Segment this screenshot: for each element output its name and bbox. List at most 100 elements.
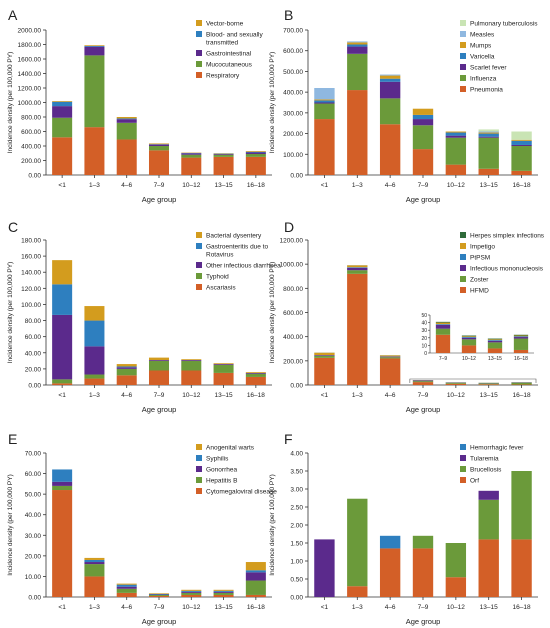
bar-segment-bacterial-dysentery-0 xyxy=(52,260,73,285)
bar-segment-mucocutaneous-1 xyxy=(84,55,105,128)
legend-swatch xyxy=(460,86,466,92)
y-tick-label: 2000.00 xyxy=(18,28,42,35)
y-tick-label: 100.00 xyxy=(283,152,303,159)
bar-segment-gastroenteritis-due-to-rotavirus-0 xyxy=(52,284,73,315)
legend-swatch xyxy=(196,232,202,238)
bar-segment-influenza-0 xyxy=(314,103,335,120)
inset-bar-segment-zoster-0 xyxy=(435,328,451,335)
legend-swatch xyxy=(460,53,466,59)
y-tick-label: 700.00 xyxy=(283,28,303,35)
bar-segment-typhoid-4 xyxy=(181,360,202,371)
inset-y-tick-label: 0 xyxy=(424,351,427,357)
legend-label: Impetigo xyxy=(470,244,495,251)
x-tick-label: 4–6 xyxy=(121,392,132,399)
bar-segment-tularemia-5 xyxy=(478,490,499,500)
bar-segment-syphilis-6 xyxy=(245,570,266,573)
bar-segment-pneumonia-1 xyxy=(347,90,368,175)
bar-segment-brucellosis-5 xyxy=(478,499,499,540)
bar-segment-pneumonia-0 xyxy=(314,119,335,175)
legend-swatch xyxy=(196,488,202,494)
inset-y-tick-label: 40 xyxy=(421,321,427,327)
y-axis-label: Incidence density (per 100,000 PY) xyxy=(7,262,14,364)
bar-segment-infectious-mononucleosis-1 xyxy=(347,267,368,271)
bar-segment-cytomegaloviral-disease-5 xyxy=(213,594,234,597)
y-tick-label: 1000.00 xyxy=(280,262,304,269)
bar-segment-infectious-mononucleosis-3 xyxy=(412,380,434,382)
inset-bar-segment-hfmd-1 xyxy=(461,345,477,353)
y-tick-label: 20.00 xyxy=(25,553,42,560)
y-tick-label: 120.00 xyxy=(21,286,41,293)
bar-segment-typhoid-5 xyxy=(213,364,234,373)
bar-segment-respiratory-5 xyxy=(213,156,234,176)
bar-segment-hfmd-1 xyxy=(347,273,368,385)
bar-segment-cytomegaloviral-disease-6 xyxy=(245,594,266,597)
x-tick-label: <1 xyxy=(321,182,329,189)
legend-swatch xyxy=(196,273,202,279)
inset-bar-segment-infectious-mononucleosis-0 xyxy=(435,324,451,329)
bar-segment-zoster-2 xyxy=(379,357,401,359)
x-tick-label: 13–15 xyxy=(480,604,498,611)
bar-segment-typhoid-0 xyxy=(52,379,73,384)
y-tick-label: 1.00 xyxy=(290,559,303,566)
inset-bar-segment-ptpsm-1 xyxy=(461,337,477,338)
x-axis-label: Age group xyxy=(142,617,177,626)
y-tick-label: 40.00 xyxy=(25,512,42,519)
inset-y-tick-label: 50 xyxy=(421,313,427,319)
y-tick-label: 200.00 xyxy=(283,358,303,365)
bar-segment-blood-and-sexually-transmitted-1 xyxy=(84,45,105,47)
x-tick-label: 1–3 xyxy=(352,182,363,189)
x-axis-label: Age group xyxy=(406,617,441,626)
y-tick-label: 20.00 xyxy=(25,366,42,373)
bar-segment-blood-and-sexually-transmitted-2 xyxy=(116,118,137,120)
y-tick-label: 4.00 xyxy=(290,451,303,458)
bar-segment-mumps-1 xyxy=(347,42,368,45)
bar-segment-cytomegaloviral-disease-2 xyxy=(116,592,137,597)
legend-label: Scarlet fever xyxy=(470,65,507,72)
bar-segment-impetigo-1 xyxy=(347,265,368,268)
bar-segment-scarlet-fever-4 xyxy=(445,135,467,138)
legend-label: Pneumonia xyxy=(470,87,503,94)
x-tick-label: 7–9 xyxy=(154,182,165,189)
x-tick-label: 10–12 xyxy=(182,182,200,189)
bar-segment-orf-6 xyxy=(511,539,532,597)
y-tick-label: 1000.00 xyxy=(18,100,42,107)
x-tick-label: 16–18 xyxy=(247,604,265,611)
legend-label: Cytomegaloviral disease xyxy=(206,489,277,496)
bar-segment-gastrointestinal-5 xyxy=(213,153,234,155)
bar-segment-measles-2 xyxy=(379,74,401,76)
x-tick-label: 10–12 xyxy=(182,392,200,399)
bar-segment-bacterial-dysentery-3 xyxy=(148,357,170,361)
bar-segment-mumps-2 xyxy=(379,75,401,79)
panel-label: E xyxy=(8,431,17,447)
legend-label-line: Rotavirus xyxy=(206,252,234,259)
bar-segment-varicella-2 xyxy=(379,78,401,82)
y-tick-label: 600.00 xyxy=(21,129,41,136)
bar-segment-other-infectious-diarrhoea-3 xyxy=(148,360,170,361)
inset-bar-segment-infectious-mononucleosis-1 xyxy=(461,337,477,340)
y-tick-label: 1800.00 xyxy=(18,42,42,49)
y-tick-label: 3.00 xyxy=(290,487,303,494)
legend-swatch xyxy=(196,466,202,472)
inset-x-tick-label: 16–18 xyxy=(514,356,528,362)
bar-segment-measles-0 xyxy=(314,88,335,100)
inset-bar-segment-zoster-3 xyxy=(513,338,529,350)
y-tick-label: 2.50 xyxy=(290,505,303,512)
y-tick-label: 40.00 xyxy=(25,350,42,357)
bar-segment-mumps-3 xyxy=(412,108,434,115)
bar-segment-gastroenteritis-due-to-rotavirus-1 xyxy=(84,320,105,347)
y-tick-label: 1400.00 xyxy=(18,71,42,78)
bar-segment-other-infectious-diarrhoea-2 xyxy=(116,367,137,369)
y-tick-label: 3.50 xyxy=(290,469,303,476)
legend-swatch xyxy=(196,455,202,461)
bar-segment-gastrointestinal-0 xyxy=(52,106,73,118)
legend-swatch xyxy=(460,276,466,282)
bar-segment-syphilis-1 xyxy=(84,559,105,563)
legend-label: Infectious mononucleosis xyxy=(470,266,544,273)
panel-label: C xyxy=(8,219,18,235)
y-tick-label: 0.00 xyxy=(28,383,41,390)
y-tick-label: 500.00 xyxy=(283,69,303,76)
bar-segment-orf-1 xyxy=(347,586,368,597)
x-tick-label: 16–18 xyxy=(513,392,531,399)
bar-segment-cytomegaloviral-disease-1 xyxy=(84,576,105,597)
bar-segment-vector-borne-3 xyxy=(148,143,170,145)
